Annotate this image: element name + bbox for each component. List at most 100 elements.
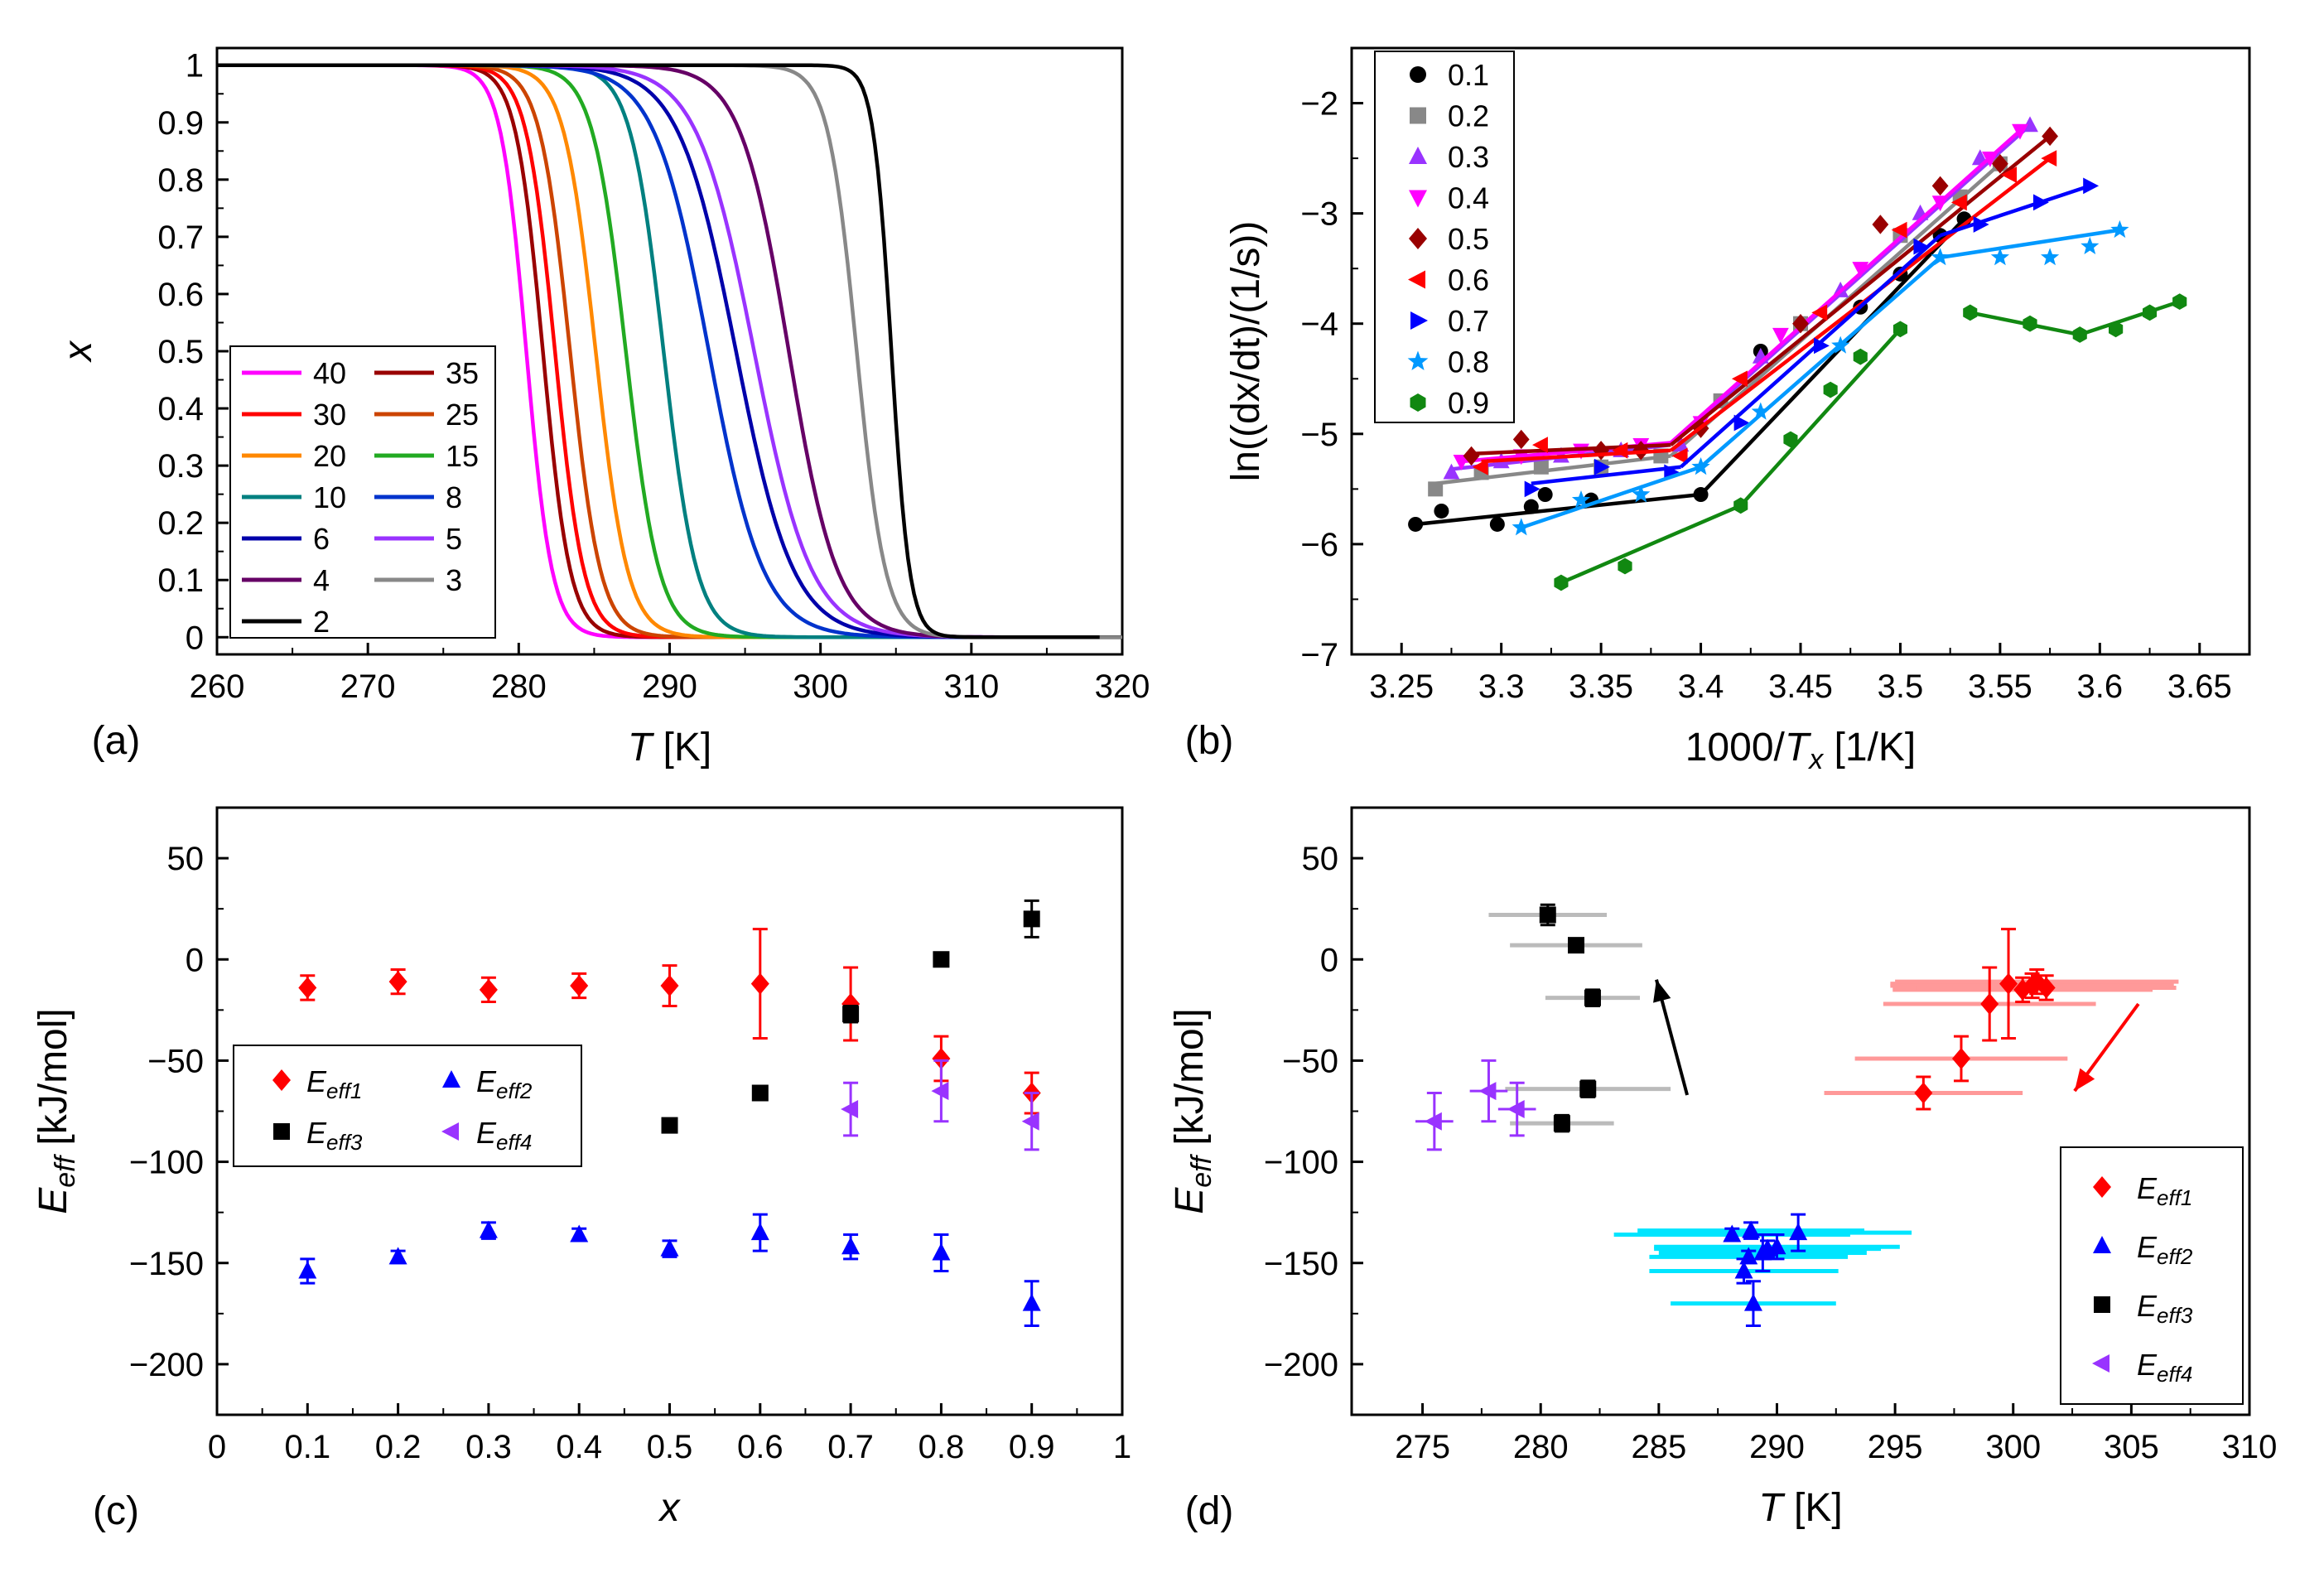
y-tick-label-a: 1 [186, 48, 204, 84]
y-tick-label-a: 0.1 [157, 562, 204, 599]
series-0.1 [1408, 211, 1972, 532]
series-eff4 [841, 1059, 1039, 1151]
legend-a: 40 35 30 25 20 15 10 8 6 5 4 3 2 [229, 345, 496, 639]
legend-marker-0.7 [1410, 311, 1428, 330]
data-point-0.8 [1831, 335, 1850, 354]
legend-marker-eff2 [2093, 1236, 2111, 1253]
fit-line-0.1 [1415, 492, 1701, 527]
x-tick-label-b: 3.35 [1569, 668, 1633, 705]
data-point-eff4 [931, 1082, 949, 1101]
legend-label-10: 10 [313, 480, 346, 514]
x-axis-label-a: T [K] [628, 726, 711, 770]
y-tick-label-a: 0.3 [157, 448, 204, 485]
data-point-0.1 [1434, 503, 1449, 519]
data-point-0.1 [1523, 499, 1539, 514]
series-group-a [217, 63, 1122, 639]
data-point-eff2 [479, 1220, 498, 1238]
data-point-0.6 [1532, 437, 1548, 454]
y-tick-label-a: 0.5 [157, 334, 204, 370]
data-point-eff2 [932, 1242, 951, 1261]
fit-line-0.8 [1521, 465, 1702, 530]
y-tick-label-b: −4 [1300, 306, 1338, 343]
data-point-0.8 [2081, 236, 2100, 254]
legend-box-c [233, 1045, 582, 1167]
data-point-eff1 [1951, 1047, 1970, 1069]
data-point-eff2 [1789, 1223, 1808, 1241]
x-tick-label-a: 260 [190, 668, 245, 705]
fit-line-0.4 [1669, 129, 2022, 445]
data-point-eff4 [1021, 1112, 1039, 1131]
legend-marker-eff3 [2094, 1296, 2110, 1313]
y-tick-label-a: 0.4 [157, 391, 204, 427]
y-tick-label-b: −5 [1300, 417, 1338, 453]
data-point-0.6 [1811, 304, 1828, 321]
legend-marker-eff3 [273, 1123, 290, 1140]
data-point-0.9 [1963, 304, 1978, 321]
legend-label-eff1: Eeff1 [2137, 1171, 2192, 1210]
x-tick-label-b: 3.4 [1678, 668, 1724, 705]
data-point-0.9 [2072, 326, 2087, 343]
data-point-eff2 [841, 1237, 861, 1255]
fit-line-0.9 [2079, 299, 2181, 337]
legend-label-4: 4 [313, 563, 330, 597]
data-point-eff2 [298, 1261, 317, 1279]
y-tick-label-a: 0 [186, 620, 204, 656]
x-tick-label-a: 300 [793, 668, 848, 705]
data-point-eff2 [660, 1238, 679, 1257]
data-point-eff3 [1539, 906, 1556, 924]
data-point-0.6 [1891, 221, 1907, 239]
data-point-0.8 [2041, 248, 2060, 266]
legend-label-5: 5 [446, 522, 462, 556]
x-tick-label-c: 0.6 [737, 1429, 784, 1465]
data-point-eff1 [2037, 977, 2056, 999]
data-point-0.7 [1524, 480, 1540, 498]
data-point-eff1 [298, 977, 317, 999]
data-point-eff2 [388, 1247, 407, 1265]
data-point-0.9 [1618, 557, 1632, 575]
legend-label-20: 20 [313, 439, 346, 473]
data-point-eff2 [1753, 1242, 1772, 1261]
data-point-eff3 [1553, 1115, 1570, 1132]
data-point-0.7 [2032, 194, 2049, 211]
x-tick-label-b: 3.25 [1369, 668, 1434, 705]
fit-line-0.9 [1739, 327, 1902, 507]
data-point-0.5 [1512, 429, 1530, 450]
data-point-eff3 [1579, 1080, 1597, 1098]
data-point-eff3 [1568, 937, 1584, 954]
legend-label-eff1: Eeff1 [306, 1064, 362, 1103]
panel-b: 3.25 3.3 3.35 3.4 3.45 3.5 3.55 3.6 3.65 −7 −6 −5 −4… [1185, 46, 2251, 775]
data-point-0.4 [2012, 123, 2028, 140]
legend-label-25: 25 [446, 398, 479, 432]
legend-c: Eeff1 Eeff2 Eeff3 Eeff4 [233, 1045, 582, 1167]
y-tick-label-d: −200 [1264, 1347, 1338, 1383]
legend-label-0.4: 0.4 [1448, 181, 1489, 215]
legend-label-eff2: Eeff2 [476, 1064, 533, 1103]
x-tick-label-c: 0.4 [556, 1429, 602, 1465]
y-tick-label-b: −2 [1300, 86, 1338, 123]
y-tick-label-b: −3 [1300, 196, 1338, 233]
y-tick-label-a: 0.9 [157, 105, 204, 142]
legend-label-2: 2 [313, 605, 330, 639]
data-point-0.9 [2143, 304, 2158, 321]
fit-line-0.1 [1699, 217, 1966, 496]
data-point-0.1 [1489, 516, 1505, 532]
x-tick-label-a: 280 [491, 668, 547, 705]
legend-box-d [2060, 1146, 2244, 1405]
data-point-0.9 [1853, 348, 1868, 365]
data-point-0.7 [2083, 177, 2100, 195]
legend-marker-0.5 [1409, 228, 1427, 249]
data-point-0.5 [1872, 215, 1889, 234]
y-tick-label-a: 0.8 [157, 162, 204, 199]
data-point-0.9 [2023, 315, 2037, 332]
x-tick-label-c: 0.7 [827, 1429, 874, 1465]
data-point-eff2 [750, 1223, 769, 1241]
legend-label-0.6: 0.6 [1448, 263, 1489, 297]
data-point-0.6 [2001, 166, 2018, 183]
fit-line-0.6 [1481, 448, 1671, 464]
y-tick-label-b: −6 [1300, 527, 1338, 563]
y-tick-label-c: 50 [167, 841, 205, 877]
legend-label-8: 8 [446, 480, 462, 514]
fit-line-0.8 [1700, 256, 1942, 469]
data-point-0.9 [1554, 574, 1569, 591]
fit-line-0.7 [1939, 184, 2090, 238]
